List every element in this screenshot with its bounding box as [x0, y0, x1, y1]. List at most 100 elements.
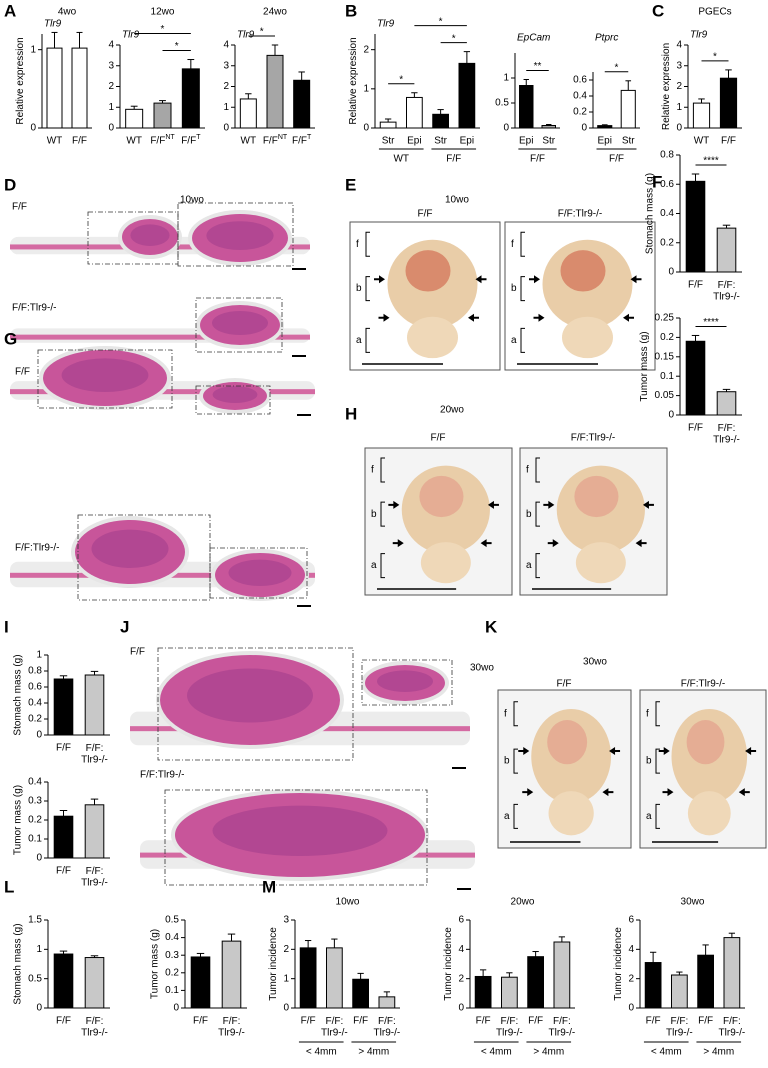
x-tick-label: F/F: Tlr9-/-: [81, 1016, 108, 1039]
group-label: < 4mm: [651, 1047, 682, 1058]
y-tick-label: 0.4: [165, 932, 179, 943]
y-tick-label: 1: [36, 650, 42, 661]
tissue-inner: [212, 311, 268, 335]
arrow: [522, 788, 534, 797]
x-tick-superscript: NT: [278, 134, 288, 141]
arrow: [487, 500, 499, 509]
tumor-region: [574, 475, 619, 518]
error-bar: [558, 936, 566, 942]
region-bracket: [365, 276, 370, 302]
region-label: a: [511, 335, 517, 346]
y-tick-label: 0: [223, 123, 229, 134]
stomach-lower: [687, 791, 731, 836]
region-label: b: [526, 509, 532, 520]
x-tick-label: F/F: [646, 1016, 661, 1027]
error-bar: [676, 971, 683, 975]
y-tick-label: 0.5: [28, 973, 42, 984]
panel-label: E: [345, 175, 356, 194]
image-label: F/F:Tlr9-/-: [558, 209, 602, 220]
region-bracket: [380, 457, 385, 483]
region-label: f: [526, 465, 529, 476]
image-label: 10wo: [445, 195, 469, 206]
region-label: b: [371, 509, 377, 520]
y-tick-label: 0.25: [655, 313, 675, 324]
panel-label: F: [652, 172, 662, 191]
y-tick-label: 3: [223, 60, 229, 71]
error-bar: [625, 80, 632, 91]
y-tick-label: 2: [108, 81, 114, 92]
bar: [406, 96, 423, 129]
arrow: [642, 500, 654, 509]
panel-label: H: [345, 404, 357, 423]
x-tick-label: F/F: [688, 423, 703, 434]
y-tick-label: 6: [458, 915, 464, 926]
region-label: b: [511, 283, 517, 294]
error-bar: [437, 109, 444, 115]
error-bar: [691, 173, 700, 182]
tumor-region: [686, 720, 725, 765]
y-tick-label: 2: [223, 81, 229, 92]
x-tick-label: F/F: Tlr9-/-: [374, 1016, 401, 1039]
error-bar: [59, 950, 68, 955]
arrow: [602, 788, 614, 797]
x-tick-label: F/F: [56, 743, 71, 754]
tissue-inner: [61, 358, 149, 393]
region-bracket: [655, 748, 660, 774]
y-tick-label: 0: [668, 410, 674, 421]
error-bar: [59, 810, 68, 817]
tissue-inner: [212, 805, 388, 856]
x-tick-superscript: T: [196, 134, 201, 141]
x-tick-label: WT: [694, 136, 710, 147]
bar: [53, 953, 74, 1009]
significance-label: *: [175, 41, 179, 52]
x-tick-label: WT: [126, 136, 142, 147]
region-label: a: [646, 811, 652, 822]
x-tick-label: F/F: [301, 1016, 316, 1027]
tissue-inner: [206, 221, 274, 251]
y-axis-label: Tumor mass (g): [639, 331, 650, 401]
bar: [685, 180, 706, 273]
gene-label: Tlr9: [44, 19, 62, 30]
bar: [293, 79, 311, 129]
x-tick-label: F/F: Tlr9-/-: [218, 1016, 245, 1039]
chart-title: 20wo: [511, 897, 535, 908]
y-tick-label: 4: [628, 944, 634, 955]
tumor-region: [547, 720, 588, 765]
y-axis-label: Tumor mass (g): [150, 929, 161, 999]
error-bar: [411, 92, 418, 98]
error-bar: [245, 93, 252, 99]
y-axis-label: Tumor incidence: [443, 927, 454, 1001]
x-tick-label: F/FT: [292, 134, 312, 147]
gene-label: Tlr9: [122, 30, 140, 41]
region-bracket: [365, 231, 370, 257]
y-tick-label: 0.5: [495, 98, 509, 109]
bar: [671, 974, 688, 1009]
y-axis-label: Relative expression: [15, 37, 26, 124]
bar: [84, 957, 105, 1009]
arrow: [388, 500, 400, 509]
image-label: 30wo: [470, 663, 494, 674]
x-tick-label: F/F: Tlr9-/-: [713, 423, 740, 446]
region-bracket: [520, 231, 525, 257]
bar: [326, 947, 343, 1009]
arrow: [374, 275, 385, 284]
arrow: [533, 313, 545, 322]
arrow: [518, 747, 530, 756]
y-tick-label: 0: [628, 1003, 634, 1014]
image-label: F/F: [12, 202, 27, 213]
y-tick-label: 0: [36, 853, 42, 864]
y-tick-label: 0.8: [28, 666, 42, 677]
region-bracket: [380, 501, 385, 527]
y-tick-label: 0: [581, 123, 587, 134]
bar: [719, 77, 738, 129]
bar: [597, 125, 613, 129]
bar: [53, 815, 74, 859]
error-bar: [506, 972, 513, 978]
x-tick-label: F/FNT: [150, 134, 175, 147]
bar: [620, 89, 636, 129]
region-label: a: [526, 560, 532, 571]
significance-label: ****: [703, 317, 719, 328]
arrow: [745, 747, 757, 756]
error-bar: [725, 69, 732, 79]
